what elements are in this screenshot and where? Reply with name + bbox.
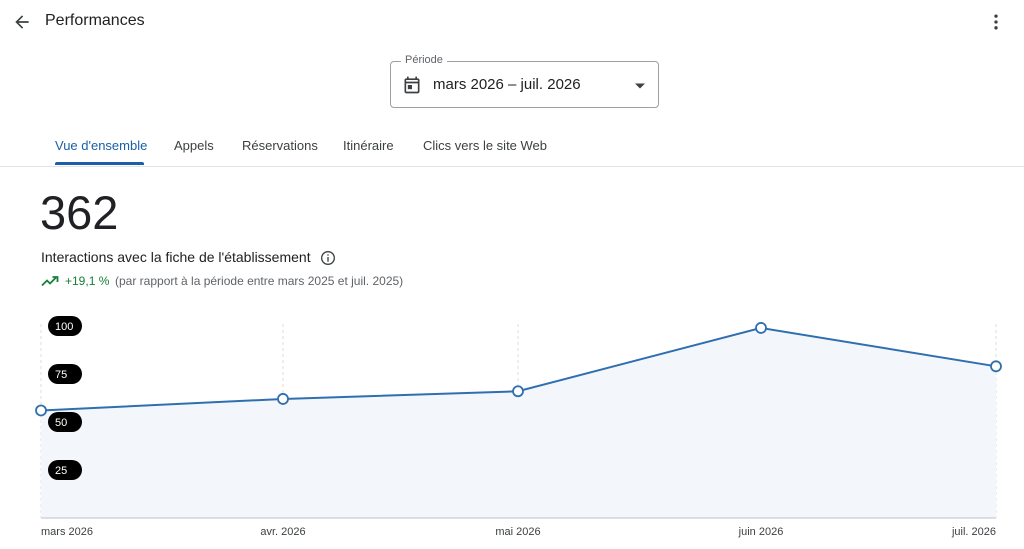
y-tick-label-50: 50 — [55, 417, 67, 429]
period-label: Période — [401, 54, 447, 66]
data-point-0 — [35, 404, 47, 417]
y-tick-pill-75 — [48, 364, 82, 384]
page-title: Performances — [45, 12, 145, 29]
arrow-back-icon — [15, 15, 29, 29]
data-point-4 — [990, 360, 1002, 373]
period-value: mars 2026 – juil. 2026 — [433, 76, 581, 93]
tab-directions[interactable]: Itinéraire — [343, 138, 394, 153]
interactions-chart: 100 75 50 25 mars 2026 avr. 2026 mai 2026 juin … — [35, 316, 1002, 538]
trending-up-icon — [41, 276, 59, 287]
y-tick-pill-25 — [48, 460, 82, 480]
y-tick-label-100: 100 — [55, 321, 73, 333]
x-tick-label-1: avr. 2026 — [260, 526, 305, 538]
tab-website-clicks[interactable]: Clics vers le site Web — [423, 138, 548, 153]
data-point-2 — [512, 385, 524, 398]
dropdown-arrow-icon — [635, 83, 645, 89]
data-point-1 — [277, 393, 289, 405]
y-tick-label-25: 25 — [55, 465, 67, 477]
more-vert-icon — [994, 14, 998, 30]
y-tick-pill-100 — [48, 316, 82, 336]
tab-calls[interactable]: Appels — [174, 138, 214, 153]
change-percentage: +19,1 % — [65, 274, 110, 288]
more-options-button[interactable] — [982, 8, 1010, 36]
x-tick-label-2: mai 2026 — [495, 526, 540, 538]
tab-bookings[interactable]: Réservations — [242, 138, 318, 153]
back-button[interactable] — [8, 8, 36, 36]
x-tick-label-3: juin 2026 — [738, 526, 784, 538]
total-interactions-value: 362 — [40, 186, 119, 239]
info-icon[interactable] — [320, 250, 336, 266]
tab-bar: Vue d'ensemble Appels Réservations Itiné… — [0, 126, 1024, 167]
metric-label: Interactions avec la fiche de l'établiss… — [41, 249, 311, 265]
active-tab-indicator — [55, 162, 144, 165]
y-tick-pill-50 — [48, 412, 82, 432]
series-area — [41, 327, 996, 518]
x-tick-label-4: juil. 2026 — [951, 526, 996, 538]
tab-overview[interactable]: Vue d'ensemble — [55, 138, 148, 153]
top-bar: Performances — [0, 0, 1024, 46]
comparison-text: (par rapport à la période entre mars 202… — [115, 274, 404, 288]
data-point-3 — [755, 322, 767, 334]
period-select[interactable]: Période mars 2026 – juil. 2026 — [390, 54, 659, 108]
x-tick-label-0: mars 2026 — [41, 526, 93, 538]
calendar-icon — [404, 76, 420, 94]
y-tick-label-75: 75 — [55, 369, 67, 381]
